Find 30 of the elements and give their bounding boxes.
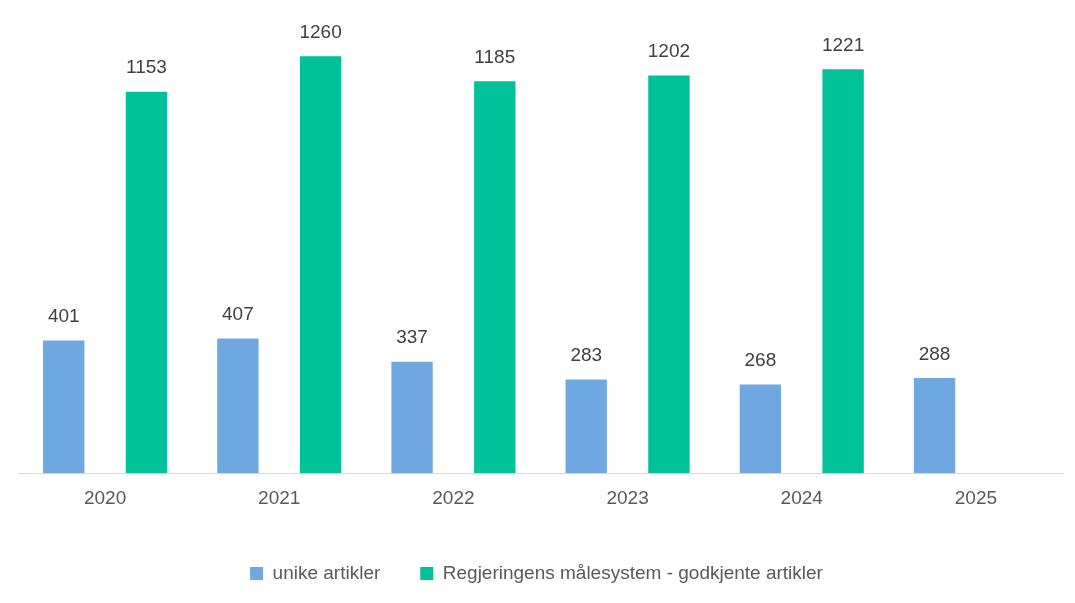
- bar: [217, 338, 259, 474]
- data-label: 268: [744, 349, 777, 371]
- data-label: 1202: [647, 40, 691, 62]
- bar: [299, 56, 342, 474]
- data-label: 1153: [126, 56, 167, 78]
- data-label: 1260: [299, 21, 342, 43]
- x-tick-label: 2024: [780, 486, 824, 508]
- bar: [474, 81, 516, 474]
- bar: [822, 69, 864, 474]
- data-label: 283: [570, 344, 603, 366]
- data-label: 288: [918, 342, 951, 364]
- bar: [739, 384, 782, 474]
- data-label: 401: [47, 305, 80, 327]
- bar: [125, 91, 168, 474]
- x-tick-label: 2020: [83, 486, 127, 508]
- x-tick-label: 2023: [606, 486, 649, 508]
- data-label: 337: [396, 326, 428, 348]
- data-label: 407: [222, 303, 254, 325]
- bar: [391, 361, 433, 474]
- bar: [43, 340, 85, 474]
- x-tick-label: 2025: [954, 486, 998, 508]
- bar: [565, 379, 607, 474]
- data-label: 1221: [821, 33, 865, 55]
- x-tick-label: 2021: [258, 486, 301, 508]
- bar: [913, 377, 956, 474]
- data-label: 1185: [474, 45, 516, 67]
- x-tick-label: 2022: [432, 486, 475, 508]
- legend-label: Regjeringens målesystem - godkjente artikler: [442, 561, 824, 583]
- legend-label: unike artikler: [272, 561, 381, 583]
- bar: [648, 75, 690, 474]
